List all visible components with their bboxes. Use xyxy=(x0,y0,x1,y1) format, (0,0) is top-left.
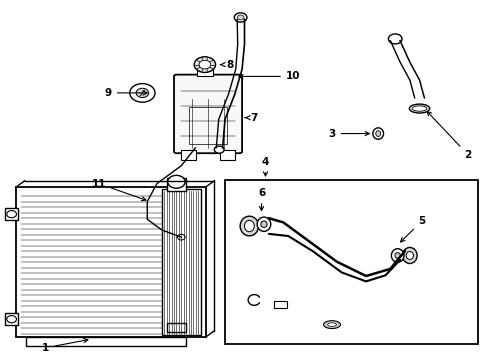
Text: 1: 1 xyxy=(41,338,88,353)
Circle shape xyxy=(387,34,401,44)
Ellipse shape xyxy=(402,247,416,264)
Ellipse shape xyxy=(408,104,429,113)
Text: 10: 10 xyxy=(238,71,300,81)
Text: 3: 3 xyxy=(328,129,368,139)
Bar xyxy=(220,150,234,160)
Circle shape xyxy=(136,88,148,98)
Ellipse shape xyxy=(390,249,403,262)
Bar xyxy=(224,180,477,344)
Ellipse shape xyxy=(372,128,383,139)
Bar xyxy=(26,337,186,346)
Text: 6: 6 xyxy=(257,188,264,211)
Text: 4: 4 xyxy=(261,157,268,176)
Text: 8: 8 xyxy=(220,60,233,69)
Bar xyxy=(273,301,287,308)
Bar xyxy=(181,150,196,160)
Text: 11: 11 xyxy=(91,179,145,201)
Bar xyxy=(5,208,19,220)
Circle shape xyxy=(167,175,185,188)
Ellipse shape xyxy=(257,217,270,231)
Circle shape xyxy=(7,211,17,218)
Text: 5: 5 xyxy=(400,216,425,242)
Bar xyxy=(188,107,227,144)
Ellipse shape xyxy=(244,220,254,232)
Circle shape xyxy=(199,60,210,69)
Ellipse shape xyxy=(260,221,266,228)
Bar xyxy=(166,178,186,191)
Ellipse shape xyxy=(375,131,380,136)
Bar xyxy=(5,313,19,325)
Circle shape xyxy=(7,316,17,323)
Ellipse shape xyxy=(411,106,426,111)
Circle shape xyxy=(177,234,185,240)
FancyBboxPatch shape xyxy=(174,75,242,153)
Circle shape xyxy=(237,15,244,20)
Text: 7: 7 xyxy=(244,113,257,123)
Circle shape xyxy=(129,84,155,102)
Bar xyxy=(166,323,186,332)
Ellipse shape xyxy=(323,321,340,329)
Bar xyxy=(16,187,205,337)
Ellipse shape xyxy=(240,216,258,236)
Circle shape xyxy=(194,57,215,72)
Ellipse shape xyxy=(394,253,400,258)
Ellipse shape xyxy=(406,252,413,260)
Circle shape xyxy=(214,146,224,153)
Text: 9: 9 xyxy=(104,88,147,98)
Circle shape xyxy=(234,13,246,22)
Ellipse shape xyxy=(327,323,336,327)
Text: 2: 2 xyxy=(427,112,471,160)
Bar xyxy=(197,67,212,76)
Bar xyxy=(162,189,201,336)
